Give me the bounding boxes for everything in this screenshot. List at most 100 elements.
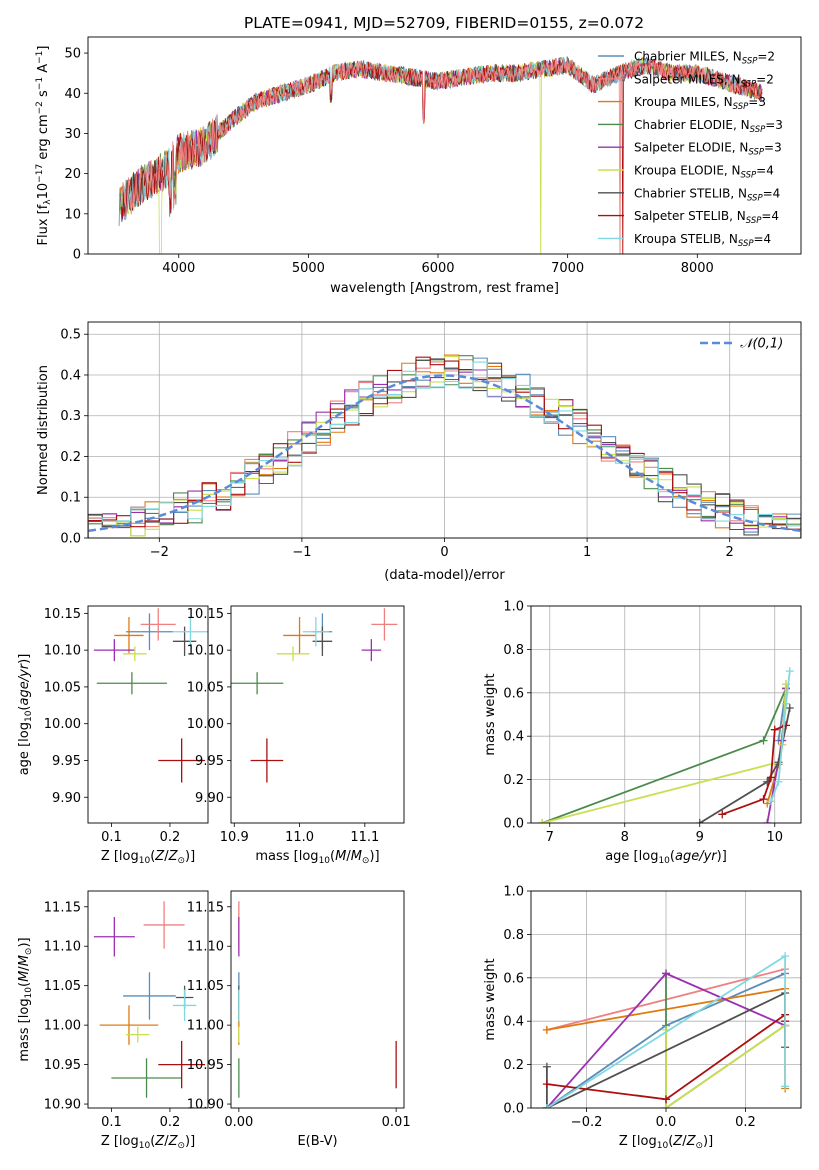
x-tick-label: 8 <box>621 830 629 845</box>
legend-item: Kroupa STELIB, NSSP=4 <box>598 232 771 249</box>
y-tick-label: 0.8 <box>503 928 524 943</box>
y-tick-label: 10.90 <box>44 1098 81 1113</box>
y-tick-label: 10.10 <box>44 644 81 659</box>
normal-reference-curve <box>88 374 801 533</box>
marker-plus <box>781 952 790 961</box>
error-bar-point <box>172 617 208 647</box>
marker-plus <box>542 1025 551 1034</box>
y-tick-label: 11.10 <box>187 940 224 955</box>
legend-label: Kroupa STELIB, NSSP=4 <box>634 232 771 249</box>
marker-plus <box>662 1095 670 1104</box>
plot-area <box>231 608 398 783</box>
axes-frame <box>87 605 209 824</box>
legend-item: Salpeter ELODIE, NSSP=3 <box>598 141 782 158</box>
y-tick-label: 10.15 <box>187 607 224 622</box>
y-tick-label: 9.90 <box>195 791 224 806</box>
error-bar-point <box>283 617 316 654</box>
y-tick-label: 10.15 <box>44 607 81 622</box>
x-tick-label: 4000 <box>162 261 195 276</box>
marker-plus <box>542 1080 551 1089</box>
x-axis-label: Z [log10(Z/Z⊙)] <box>101 1134 195 1151</box>
panel-mass-weight-vs-Z: −0.2 0.0 0.2 0.0 0.2 0.4 0.6 0.8 1.0 mass weight Z… <box>483 885 802 1151</box>
y-tick-label: 0.3 <box>60 409 81 424</box>
x-axis-label: (data-model)/error <box>384 568 505 583</box>
y-tick-label: 10.05 <box>187 680 224 695</box>
marker-plus <box>759 736 768 745</box>
legend-label: Chabrier ELODIE, NSSP=3 <box>634 118 783 135</box>
x-axis-label: age [log10(age/yr)] <box>605 849 727 866</box>
axes-frame <box>230 890 405 1109</box>
axes-frame <box>530 890 802 1109</box>
y-axis-label: mass weight <box>483 673 498 755</box>
error-bar-point <box>123 646 147 662</box>
marker-plus <box>542 1062 551 1071</box>
y-axis-label: mass [log10(M/M⊙)] <box>17 937 34 1061</box>
x-tick-label: 0.1 <box>101 830 122 845</box>
axes-frame <box>87 890 209 1109</box>
error-bar-point <box>371 608 398 641</box>
y-tick-label: 11.15 <box>44 900 81 915</box>
y-tick-label: 9.95 <box>52 754 81 769</box>
plot-area <box>238 901 397 1098</box>
axes-frame <box>230 605 405 824</box>
y-tick-label: 11.05 <box>44 979 81 994</box>
panel-age-vs-Z: 0.1 0.2 9.90 9.95 10.00 10.05 10.10 10.15 Z [log… <box>17 605 209 866</box>
y-tick-label: 0.5 <box>60 328 81 343</box>
y-tick-label: 50 <box>64 47 81 62</box>
error-bar-point <box>158 1040 206 1089</box>
y-tick-label: 30 <box>64 127 81 142</box>
y-axis-label: mass weight <box>483 958 498 1040</box>
marker-plus <box>542 1104 551 1108</box>
y-tick-label: 10.95 <box>44 1058 81 1073</box>
axes-frame <box>87 321 802 539</box>
x-tick-label: 1 <box>583 545 591 560</box>
y-tick-label: 10.10 <box>187 644 224 659</box>
y-tick-label: 20 <box>64 167 81 182</box>
plot-area <box>538 667 794 823</box>
x-tick-label: 0.00 <box>224 1115 253 1130</box>
plot-area <box>88 354 801 538</box>
x-tick-label: 6000 <box>421 261 454 276</box>
mass-weight-line <box>541 688 787 823</box>
legend-label: 𝒩(0,1) <box>740 337 783 352</box>
y-tick-label: 0 <box>73 248 81 263</box>
x-axis-label: Z [log10(Z/Z⊙)] <box>101 849 195 866</box>
y-tick-label: 0.4 <box>503 1015 524 1030</box>
axes-frame <box>87 36 802 255</box>
y-tick-label: 40 <box>64 87 81 102</box>
error-bar-point <box>126 613 173 651</box>
legend-label: Kroupa ELODIE, NSSP=4 <box>634 164 774 181</box>
error-bar-point <box>172 989 197 1022</box>
panel-residuals: −2 −1 0 1 2 0.0 0.1 0.2 0.3 0.4 0.5 (data-model)/er… <box>36 321 802 583</box>
y-tick-label: 0.1 <box>60 491 81 506</box>
error-bar-point <box>302 617 329 647</box>
panel-mass-weight-vs-age: 7 8 9 10 0.0 0.2 0.4 0.6 0.8 1.0 mass weight age [l… <box>483 600 802 866</box>
y-tick-label: 0.2 <box>503 1058 524 1073</box>
x-tick-label: 10.9 <box>220 830 249 845</box>
y-tick-label: 0.4 <box>60 368 81 383</box>
error-bar-point <box>111 1058 182 1098</box>
x-tick-label: 2 <box>726 545 734 560</box>
legend-item: Kroupa ELODIE, NSSP=4 <box>598 164 774 181</box>
marker-plus <box>774 777 783 786</box>
x-tick-label: −0.2 <box>571 1115 603 1130</box>
marker-plus <box>662 969 670 978</box>
mass-weight-line <box>665 1024 786 1108</box>
error-bar-point <box>99 1005 159 1045</box>
legend-label: Salpeter MILES, NSSP=2 <box>634 72 774 89</box>
mass-weight-line <box>770 670 791 802</box>
y-axis-label: Normed distribution <box>36 365 51 495</box>
y-tick-label: 9.95 <box>195 754 224 769</box>
marker-plus <box>695 819 704 823</box>
histogram-series <box>88 361 801 538</box>
error-bar-point <box>231 672 284 695</box>
marker-plus <box>785 703 794 712</box>
marker-plus <box>718 810 727 819</box>
error-bar-point <box>140 608 176 641</box>
error-bar-point <box>143 901 185 949</box>
legend-item: Chabrier MILES, NSSP=2 <box>598 50 775 67</box>
x-tick-label: 8000 <box>681 261 714 276</box>
legend: 𝒩(0,1) <box>700 337 783 352</box>
marker-plus <box>759 795 768 804</box>
